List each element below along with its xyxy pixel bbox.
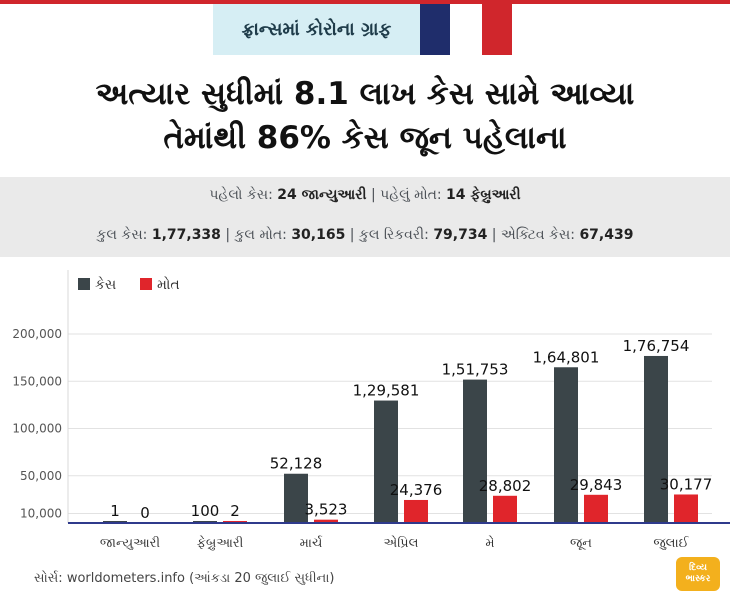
separator: | — [491, 227, 497, 243]
y-tick-label: 10,000 — [20, 507, 62, 521]
separator: | — [225, 227, 231, 243]
active-value: 67,439 — [579, 227, 634, 243]
data-label-cases: 100 — [191, 502, 220, 520]
data-label-deaths: 28,802 — [479, 477, 532, 495]
bar-cases — [284, 473, 308, 523]
total-cases-value: 1,77,338 — [151, 227, 221, 243]
data-label-cases: 1,76,754 — [623, 337, 690, 355]
y-tick-label: 100,000 — [12, 422, 62, 436]
data-label-cases: 1,51,753 — [442, 361, 509, 379]
info-line-2: કુલ કેસ: 1,77,338 | કુલ મોત: 30,165 | કુ… — [0, 227, 730, 243]
data-label-deaths: 0 — [140, 504, 150, 522]
data-label-cases: 1,29,581 — [353, 382, 420, 400]
bar-deaths — [493, 495, 517, 523]
x-tick-label: મે — [485, 535, 494, 551]
x-tick-label: જાન્યુઆરી — [100, 535, 160, 551]
first-death-label: પહેલું મોત: — [380, 187, 442, 203]
bar-cases — [644, 355, 668, 523]
bar-deaths — [314, 519, 338, 523]
data-label-deaths: 3,523 — [305, 501, 348, 519]
logo-line-2: ભાસ્કર — [685, 574, 711, 584]
first-case-label: પહેલો કેસ: — [209, 187, 273, 203]
data-label-deaths: 24,376 — [390, 481, 443, 499]
total-deaths-label: કુલ મોત: — [234, 227, 287, 243]
total-recovered-label: કુલ રિકવરી: — [358, 227, 429, 243]
bar-cases — [463, 379, 487, 523]
bar-chart: 200,000 150,000 100,000 50,000 10,000 કેસ મોત 1… — [12, 270, 730, 551]
separator: | — [370, 187, 376, 203]
first-case-value: 24 જાન્યુઆરી — [277, 187, 367, 203]
topic-tag: ફ્રાન્સમાં કોરોના ગ્રાફ — [213, 4, 420, 55]
bar-deaths — [404, 499, 428, 523]
first-death-value: 14 ફેબ્રુઆરી — [446, 187, 521, 203]
data-label-deaths: 30,177 — [660, 475, 713, 493]
legend-label-cases: કેસ — [95, 276, 116, 293]
info-line-1: પહેલો કેસ: 24 જાન્યુઆરી | પહેલું મોત: 14… — [0, 187, 730, 203]
logo-line-1: દિવ્ય — [689, 563, 707, 573]
top-accent-bar — [0, 0, 730, 4]
y-tick-label: 150,000 — [12, 374, 62, 388]
active-label: એક્ટિવ કેસ: — [500, 227, 575, 243]
legend-label-deaths: મોત — [157, 276, 180, 293]
headline: અત્યાર સુધીમાં 8.1 લાખ કેસ સામે આવ્યા તે… — [0, 72, 730, 160]
flag-red-stripe — [482, 4, 512, 55]
total-deaths-value: 30,165 — [291, 227, 346, 243]
x-tick-label: ફેબ્રુઆરી — [197, 535, 244, 551]
headline-line-1: અત્યાર સુધીમાં 8.1 લાખ કેસ સામે આવ્યા — [95, 76, 635, 112]
y-tick-label: 50,000 — [20, 469, 62, 483]
separator: | — [349, 227, 355, 243]
y-tick-label: 200,000 — [12, 327, 62, 341]
data-label-deaths: 29,843 — [570, 476, 623, 494]
data-label-cases: 52,128 — [270, 455, 323, 473]
legend-swatch-deaths — [140, 278, 152, 290]
divya-bhaskar-logo: દિવ્ય ભાસ્કર — [676, 557, 720, 591]
info-box: પહેલો કેસ: 24 જાન્યુઆરી | પહેલું મોત: 14… — [0, 177, 730, 257]
bar-deaths — [584, 494, 608, 523]
data-label-cases: 1,64,801 — [533, 348, 600, 366]
total-recovered-value: 79,734 — [433, 227, 488, 243]
x-tick-label: માર્ચ — [300, 535, 323, 551]
data-label-cases: 1 — [110, 502, 120, 520]
flag-blue-stripe — [420, 4, 450, 55]
bar-cases — [374, 400, 398, 523]
bar-deaths — [674, 494, 698, 523]
bar-cases — [554, 367, 578, 523]
x-tick-label: એપ્રિલ — [384, 535, 419, 551]
x-tick-label: જૂન — [570, 536, 592, 551]
x-tick-label: જુલાઈ — [653, 535, 689, 551]
total-cases-label: કુલ કેસ: — [96, 227, 148, 243]
source-note: સોર્સ: worldometers.info (આંકડા 20 જુલાઈ… — [34, 571, 335, 586]
data-label-deaths: 2 — [230, 502, 240, 520]
headline-line-2: તેમાંથી 86% કેસ જૂન પહેલાના — [163, 120, 567, 156]
legend-swatch-cases — [78, 278, 90, 290]
